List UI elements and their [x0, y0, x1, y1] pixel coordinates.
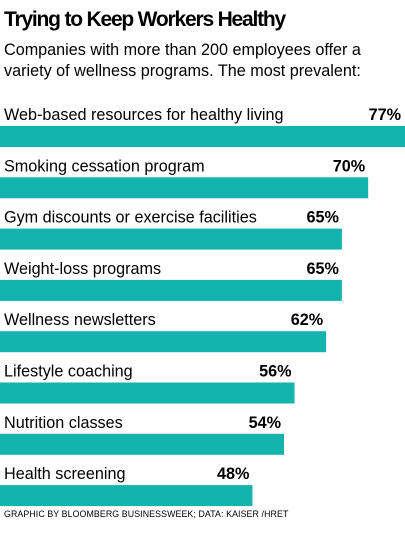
- category-label-1: Smoking cessation program: [4, 157, 205, 175]
- value-label-3: 65%: [306, 260, 338, 278]
- category-label-5: Lifestyle coaching: [4, 363, 133, 381]
- source-credit: GRAPHIC BY BLOOMBERG BUSINESSWEEK; DATA:…: [4, 509, 289, 519]
- category-label-3: Weight-loss programs: [4, 260, 161, 278]
- category-label-0: Web-based resources for healthy living: [4, 106, 284, 124]
- value-label-5: 56%: [259, 363, 291, 381]
- value-label-6: 54%: [249, 414, 281, 432]
- category-label-4: Wellness newsletters: [4, 311, 156, 329]
- value-label-7: 48%: [217, 465, 249, 483]
- value-label-1: 70%: [333, 157, 365, 175]
- chart-subtitle: Companies with more than 200 employees o…: [4, 41, 361, 80]
- chart-title: Trying to Keep Workers Healthy: [4, 8, 286, 31]
- bar-5: [0, 382, 295, 404]
- bar-0: [0, 126, 405, 147]
- value-label-4: 62%: [291, 311, 323, 329]
- bar-4: [0, 331, 327, 353]
- bar-6: [0, 433, 285, 455]
- bar-2: [0, 228, 342, 250]
- value-label-2: 65%: [306, 209, 338, 227]
- value-label-0: 77%: [369, 106, 401, 124]
- category-label-7: Health screening: [4, 465, 125, 483]
- bar-1: [0, 177, 369, 199]
- category-label-6: Nutrition classes: [4, 414, 123, 432]
- bar-3: [0, 279, 342, 301]
- category-label-2: Gym discounts or exercise facilities: [4, 209, 257, 227]
- bar-chart: Web-based resources for healthy living 77…: [0, 106, 405, 507]
- bar-7: [0, 485, 253, 507]
